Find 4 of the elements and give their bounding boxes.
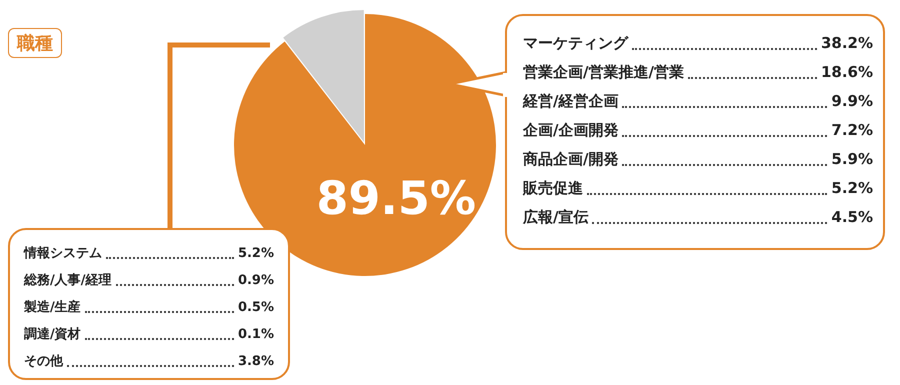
text: 情報システム 5.2% 総務/人事/経理 0.9% 製造/生産 0.5% 調達/資材 0.1% その他 3.8% bbox=[24, 246, 274, 369]
text: 職種 bbox=[8, 28, 62, 58]
text: マーケティング 38.2% 営業企画/営業推進/営業 18.6% 経営/経営企画 9.9% 企画/企画開発 7.2% 商品企画/開発 5.9% 販売促進 5.2% 広報/宣伝 4.5% bbox=[523, 34, 873, 226]
data-label: 89.5% bbox=[316, 170, 476, 225]
